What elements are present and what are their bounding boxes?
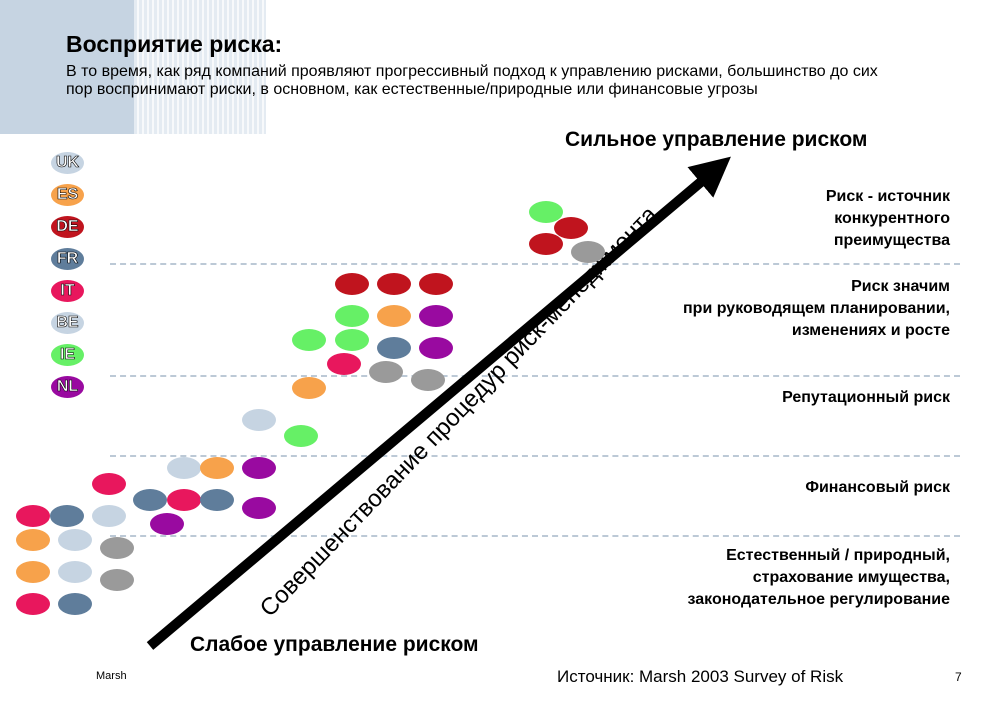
legend-fr: FR bbox=[51, 248, 84, 270]
dot-de bbox=[377, 273, 411, 295]
dot-fr bbox=[377, 337, 411, 359]
legend-be: BE bbox=[51, 312, 84, 334]
dot-es bbox=[377, 305, 411, 327]
level-label-planning: Риск значим при руководящем планировании… bbox=[683, 278, 950, 339]
arrow-line bbox=[146, 156, 731, 650]
page-number: 7 bbox=[955, 670, 962, 684]
dot-de bbox=[554, 217, 588, 239]
level-divider bbox=[110, 375, 960, 377]
dot-es bbox=[292, 377, 326, 399]
dot-es bbox=[16, 529, 50, 551]
dot-grey bbox=[100, 569, 134, 591]
dot-de bbox=[419, 273, 453, 295]
dot-ie bbox=[335, 329, 369, 351]
legend-it: IT bbox=[51, 280, 84, 302]
dot-grey bbox=[100, 537, 134, 559]
page-title: Восприятие риска: bbox=[66, 31, 283, 57]
dot-it bbox=[327, 353, 361, 375]
dot-grey bbox=[571, 241, 605, 263]
legend-es: ES bbox=[51, 184, 84, 206]
dot-de bbox=[529, 233, 563, 255]
level-divider bbox=[110, 263, 960, 265]
level-label-financial: Финансовый риск bbox=[805, 479, 950, 496]
dot-es bbox=[200, 457, 234, 479]
dot-grey bbox=[411, 369, 445, 391]
dot-ie bbox=[284, 425, 318, 447]
legend-uk: UK bbox=[51, 152, 84, 174]
level-divider bbox=[110, 535, 960, 537]
page-subtitle: В то время, как ряд компаний проявляют п… bbox=[66, 63, 878, 98]
dot-nl bbox=[150, 513, 184, 535]
dot-ie bbox=[335, 305, 369, 327]
dot-uk bbox=[167, 457, 201, 479]
level-label-advantage: Риск - источник конкурентного преимущест… bbox=[825, 188, 950, 249]
legend-nl: NL bbox=[51, 376, 84, 398]
dot-it bbox=[16, 505, 50, 527]
level-divider bbox=[110, 455, 960, 457]
dot-it bbox=[167, 489, 201, 511]
dot-uk bbox=[58, 561, 92, 583]
stripe-decoration bbox=[134, 0, 266, 134]
dot-nl bbox=[242, 497, 276, 519]
dot-fr bbox=[133, 489, 167, 511]
dot-be bbox=[242, 409, 276, 431]
dot-nl bbox=[419, 305, 453, 327]
dot-ie bbox=[529, 201, 563, 223]
legend-de: DE bbox=[51, 216, 84, 238]
dot-es bbox=[16, 561, 50, 583]
axis-strong-label: Сильное управление риском bbox=[565, 128, 868, 151]
dot-fr bbox=[200, 489, 234, 511]
dot-nl bbox=[242, 457, 276, 479]
dot-it bbox=[16, 593, 50, 615]
legend-ie: IE bbox=[51, 344, 84, 366]
dot-uk bbox=[58, 529, 92, 551]
footer-brand: Marsh bbox=[96, 670, 127, 682]
level-label-natural: Естественный / природный, страхование им… bbox=[687, 547, 951, 608]
source-note: Источник: Marsh 2003 Survey of Risk bbox=[557, 667, 844, 686]
dot-be bbox=[92, 505, 126, 527]
corner-decoration bbox=[0, 0, 134, 134]
dot-nl bbox=[419, 337, 453, 359]
dot-ie bbox=[292, 329, 326, 351]
axis-weak-label: Слабое управление риском bbox=[190, 633, 479, 656]
dot-fr bbox=[58, 593, 92, 615]
level-label-reputation: Репутационный риск bbox=[782, 389, 950, 406]
dot-de bbox=[335, 273, 369, 295]
dot-fr bbox=[50, 505, 84, 527]
dot-grey bbox=[369, 361, 403, 383]
dot-it bbox=[92, 473, 126, 495]
